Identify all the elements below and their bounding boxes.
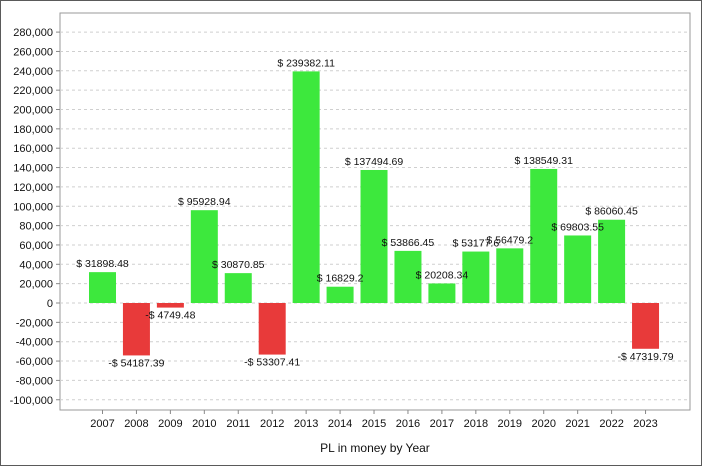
x-tick-label-2017: 2017 <box>430 418 454 430</box>
y-tick-label: 100,000 <box>13 201 53 213</box>
x-tick-label-2023: 2023 <box>633 418 657 430</box>
data-label-2008: -$ 54187.39 <box>108 357 164 369</box>
x-tick-label-2019: 2019 <box>498 418 522 430</box>
bar-2016 <box>394 250 422 303</box>
data-label-2011: $ 30870.85 <box>212 259 265 271</box>
x-tick-label-2013: 2013 <box>294 418 318 430</box>
x-tick-label-2021: 2021 <box>565 418 589 430</box>
x-axis-ticks: 2007 2008 2009 2010 2011 2012 2013 2014 2015 2016… <box>90 410 658 430</box>
data-label-2010: $ 95928.94 <box>178 196 231 208</box>
data-label-2022: $ 86060.45 <box>585 206 638 218</box>
bar-2023 <box>632 303 660 349</box>
bar-2008 <box>122 303 150 356</box>
bar-2013 <box>292 71 320 303</box>
y-tick-label: 180,000 <box>13 124 53 136</box>
data-label-2016: $ 53866.45 <box>382 237 435 249</box>
y-tick-label: 260,000 <box>13 46 53 58</box>
data-label-2014: $ 16829.2 <box>317 273 364 285</box>
x-tick-label-2015: 2015 <box>362 418 386 430</box>
bar-2018 <box>462 251 490 303</box>
y-tick-label: 60,000 <box>19 240 53 252</box>
bar-2007 <box>89 272 116 303</box>
y-tick-label: -20,000 <box>16 317 53 329</box>
x-tick-label-2011: 2011 <box>226 418 250 430</box>
bar-2012 <box>258 303 286 355</box>
bar-2017 <box>428 283 456 303</box>
x-tick-label-2018: 2018 <box>464 418 488 430</box>
y-tick-label: 20,000 <box>19 279 53 291</box>
x-tick-label-2022: 2022 <box>599 418 623 430</box>
data-label-2019: $ 56479.2 <box>486 234 533 246</box>
bar-2021 <box>564 235 592 303</box>
bar-2022 <box>598 219 626 303</box>
bar-2015 <box>360 169 388 303</box>
bars <box>89 71 660 356</box>
bar-2011 <box>224 273 252 303</box>
bar-2014 <box>326 286 354 303</box>
y-tick-label: 240,000 <box>13 66 53 78</box>
y-tick-label: 140,000 <box>13 163 53 175</box>
y-tick-label: -80,000 <box>16 375 53 387</box>
x-tick-label-2014: 2014 <box>328 418 352 430</box>
x-axis-title: PL in money by Year <box>320 441 430 455</box>
x-tick-label-2008: 2008 <box>124 418 148 430</box>
data-label-2009: -$ 4749.48 <box>145 310 195 322</box>
data-label-2021: $ 69803.55 <box>551 221 604 233</box>
x-tick-label-2020: 2020 <box>531 418 555 430</box>
x-tick-label-2016: 2016 <box>396 418 420 430</box>
y-tick-label: 160,000 <box>13 143 53 155</box>
y-tick-label: 80,000 <box>19 221 53 233</box>
y-tick-label: 280,000 <box>13 27 53 39</box>
x-tick-label-2007: 2007 <box>90 418 114 430</box>
y-tick-label: -60,000 <box>16 356 53 368</box>
y-tick-label: 0 <box>47 298 53 310</box>
y-tick-label: -40,000 <box>16 337 53 349</box>
y-tick-label: 40,000 <box>19 259 53 271</box>
data-label-2017: $ 20208.34 <box>416 269 469 281</box>
data-label-2023: -$ 47319.79 <box>618 351 674 363</box>
y-tick-label: 200,000 <box>13 105 53 117</box>
data-label-2015: $ 137494.69 <box>345 156 404 168</box>
bar-2020 <box>530 168 558 303</box>
data-labels: $ 31898.48 -$ 54187.39 -$ 4749.48 $ 95928.9… <box>76 57 673 369</box>
y-axis-ticks: 280,000 260,000 240,000 220,000 200,000 180,0… <box>10 27 60 407</box>
x-tick-label-2010: 2010 <box>192 418 216 430</box>
data-label-2012: -$ 53307.41 <box>244 357 300 369</box>
bar-2019 <box>496 248 524 303</box>
x-tick-label-2009: 2009 <box>158 418 182 430</box>
y-tick-label: 220,000 <box>13 85 53 97</box>
data-label-2013: $ 239382.11 <box>277 57 335 69</box>
bar-2009 <box>156 303 184 308</box>
bar-2010 <box>190 210 218 303</box>
data-label-2018: $ 53177.6 <box>452 238 499 250</box>
data-label-2007: $ 31898.48 <box>76 258 129 270</box>
x-tick-label-2012: 2012 <box>260 418 284 430</box>
y-tick-label: -100,000 <box>10 395 53 407</box>
y-tick-label: 120,000 <box>13 182 53 194</box>
data-label-2020: $ 138549.31 <box>515 155 574 167</box>
